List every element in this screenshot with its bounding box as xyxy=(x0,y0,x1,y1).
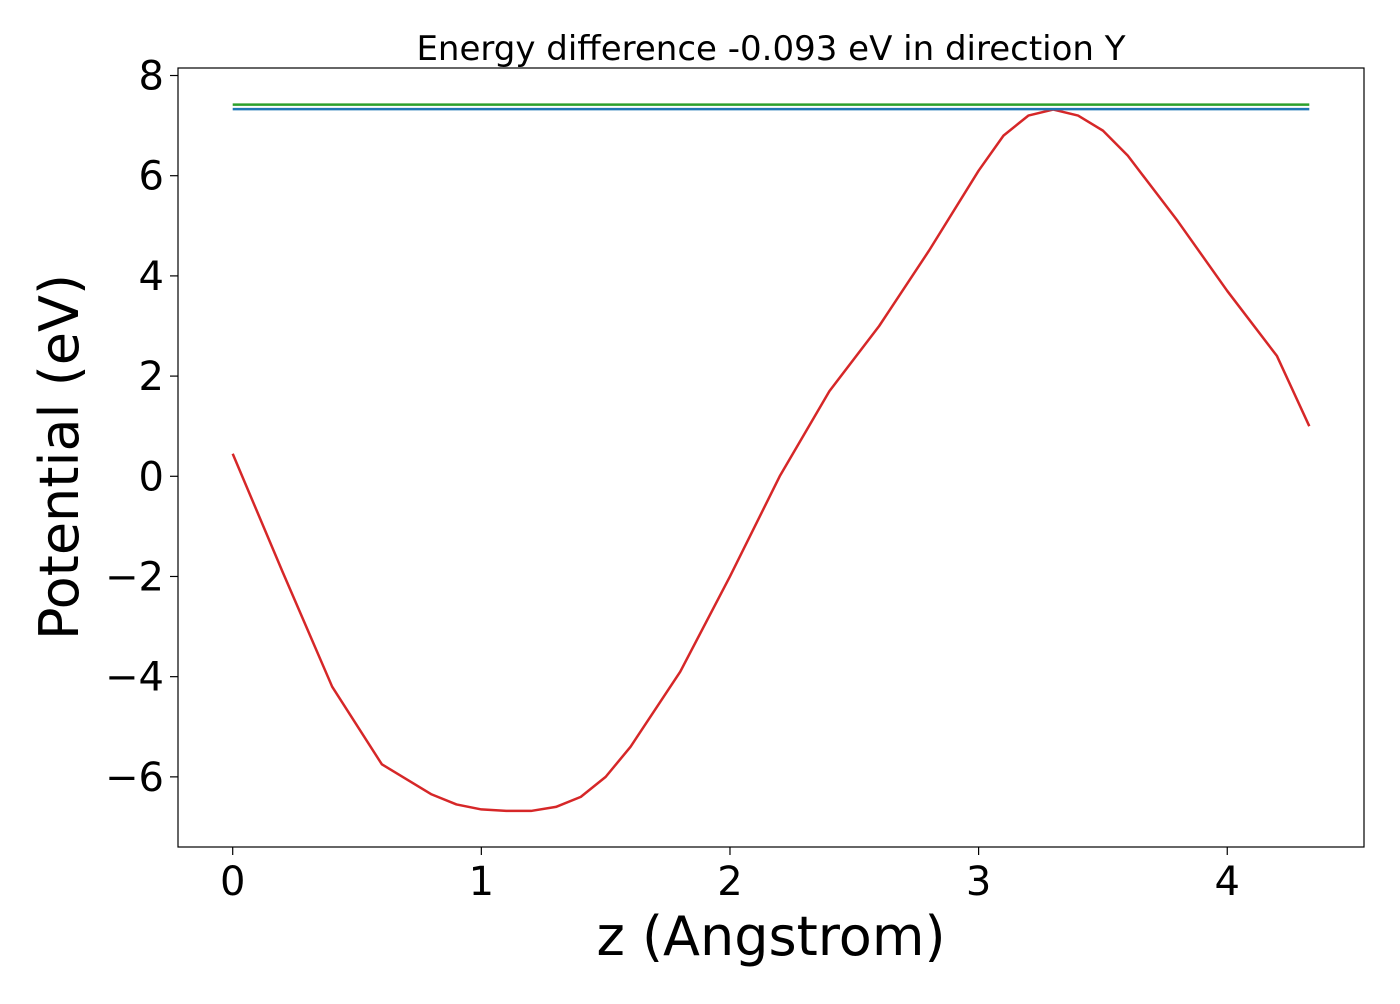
y-tick-label: 8 xyxy=(139,54,164,100)
y-axis-label: Potential (eV) xyxy=(28,274,91,640)
y-tick-label: −2 xyxy=(105,554,164,600)
y-tick-label: −6 xyxy=(105,755,164,801)
y-tick-label: 0 xyxy=(139,454,164,500)
plot-frame xyxy=(177,67,1365,848)
y-tick-label: −4 xyxy=(105,655,164,701)
series-line-0 xyxy=(231,108,1311,813)
x-axis: 0 1 2 3 4 xyxy=(220,847,1240,905)
y-tick-label: 6 xyxy=(139,154,164,200)
y-tick-label: 4 xyxy=(139,254,164,300)
y-tick-label: 2 xyxy=(139,354,164,400)
chart-title: Energy difference -0.093 eV in direction… xyxy=(416,29,1125,69)
x-tick-label: 2 xyxy=(717,859,742,905)
x-tick-label: 0 xyxy=(220,859,245,905)
x-tick-label: 1 xyxy=(469,859,494,905)
x-tick-label: 3 xyxy=(966,859,991,905)
plot-area xyxy=(231,103,1311,813)
y-axis: −6 −4 −2 0 2 4 6 8 xyxy=(105,54,178,801)
x-tick-label: 4 xyxy=(1215,859,1240,905)
x-axis-label: z (Angstrom) xyxy=(596,905,945,968)
